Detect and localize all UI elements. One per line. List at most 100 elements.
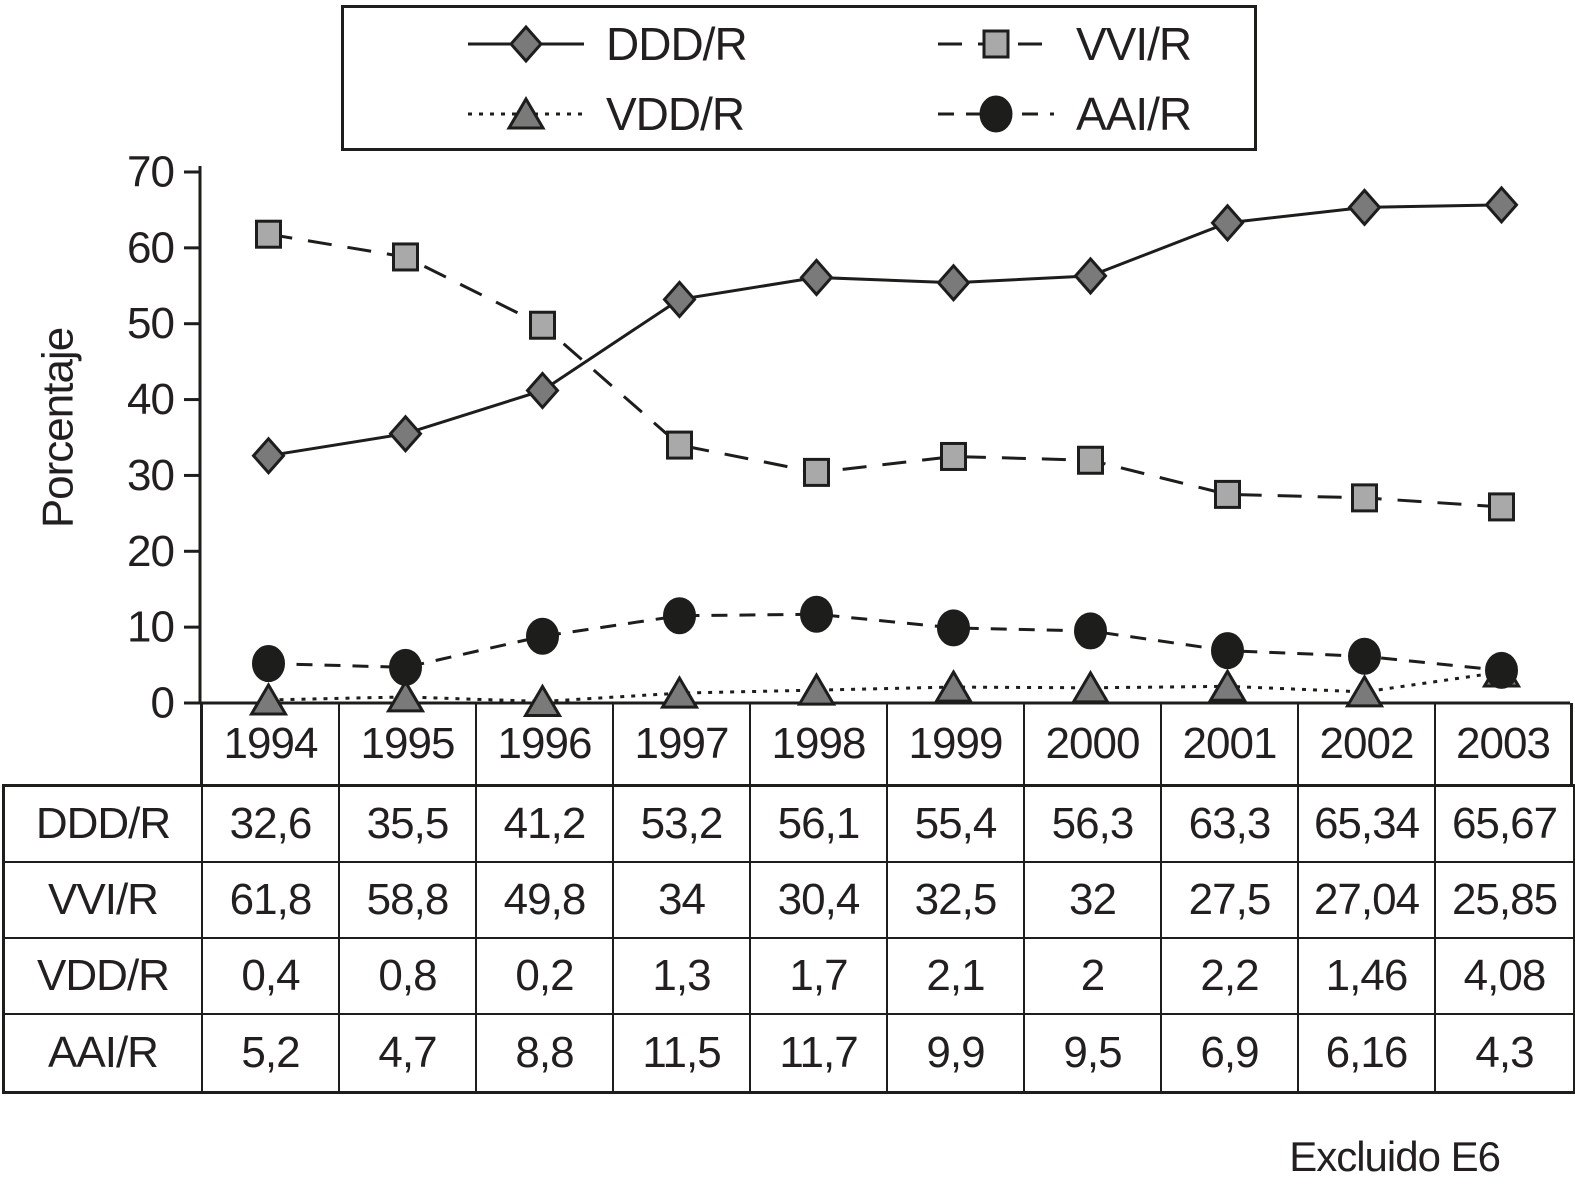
year-header-cell-1999: 1999 — [888, 703, 1025, 784]
marker-aai-r — [800, 595, 833, 633]
marker-ddd-r — [1073, 256, 1108, 296]
marker-vvi-r — [940, 441, 967, 471]
marker-aai-r — [252, 645, 285, 683]
y-tick-label: 10 — [127, 603, 174, 652]
marker-vvi-r — [1351, 483, 1378, 513]
legend-marker-ddd-r — [508, 24, 544, 64]
table-cell-vdd-r-2002: 1,46 — [1299, 939, 1436, 1015]
table-cell-vdd-r-1997: 1,3 — [614, 939, 751, 1015]
marker-vvi-r — [1077, 445, 1104, 475]
table-cell-aai-r-2003: 4,3 — [1475, 1028, 1534, 1077]
year-header-cell-1994: 1994 — [203, 703, 340, 784]
table-cell-vvi-r-2002: 27,04 — [1299, 863, 1436, 939]
data-table: DDD/R 32,6 35,5 41,2 53,2 56,1 55,4 56,3 63,3 65,… — [2, 784, 1575, 1094]
marker-ddd-r — [525, 371, 560, 410]
marker-ddd-r — [799, 258, 834, 297]
table-cell-aai-r-2001: 6,9 — [1162, 1015, 1299, 1091]
marker-vdd-r — [1207, 668, 1248, 702]
row-label-ddd-r: DDD/R — [5, 787, 203, 863]
legend-marker-vvi-r — [982, 29, 1010, 59]
table-cell-vvi-r-1995: 58,8 — [340, 863, 477, 939]
table-cell-vdd-r-1996: 0,2 — [477, 939, 614, 1015]
y-tick-label: 20 — [127, 527, 174, 576]
table-cell-aai-r-1995: 4,7 — [340, 1015, 477, 1091]
y-axis-title: Porcentaje — [34, 328, 83, 528]
chart-legend: DDD/R VVI/R VDD/R AAI/R — [341, 5, 1257, 151]
table-cell-ddd-r-1998: 56,1 — [751, 787, 888, 863]
marker-aai-r — [526, 617, 559, 655]
marker-vvi-r — [1214, 479, 1241, 509]
marker-ddd-r — [1210, 203, 1245, 243]
year-header-cell-2002: 2002 — [1299, 703, 1436, 784]
table-cell-vdd-r-2003: 4,08 — [1436, 939, 1573, 1015]
marker-vvi-r — [255, 219, 282, 249]
table-cell-vvi-r-2001: 27,5 — [1162, 863, 1299, 939]
table-cell-aai-r-1996: 8,8 — [477, 1015, 614, 1091]
table-cell-vvi-r-1997: 34 — [614, 863, 751, 939]
table-cell-vdd-r-1995: 0,8 — [340, 939, 477, 1015]
legend-item-vvi-r: VVI/R — [936, 18, 1192, 70]
table-cell-ddd-r-2001: 63,3 — [1162, 787, 1299, 863]
table-cell-aai-r-2002: 6,16 — [1299, 1015, 1436, 1091]
table-cell-aai-r-1998: 11,7 — [751, 1015, 888, 1091]
year-header-cell-2003: 2003 — [1436, 703, 1573, 784]
marker-ddd-r — [662, 280, 697, 319]
table-cell-ddd-r-1997: 53,2 — [614, 787, 751, 863]
legend-item-ddd-r: DDD/R — [466, 18, 748, 70]
vvi-r-marker-icon — [938, 29, 1054, 59]
marker-vdd-r — [1344, 673, 1385, 708]
table-cell-vvi-r-1996: 49,8 — [477, 863, 614, 939]
table-cell-vvi-r-1998: 30,4 — [751, 863, 888, 939]
year-header-cell-1997: 1997 — [614, 703, 751, 784]
legend-label-aai-r: AAI/R — [1076, 88, 1192, 140]
marker-aai-r — [1485, 651, 1518, 689]
y-tick-label: 60 — [127, 223, 174, 272]
marker-aai-r — [937, 609, 970, 647]
legend-item-vdd-r: VDD/R — [466, 88, 745, 140]
table-cell-ddd-r-1995: 35,5 — [340, 787, 477, 863]
ddd-r-marker-icon — [468, 24, 584, 64]
marker-ddd-r — [251, 436, 286, 475]
table-cell-ddd-r-2000: 56,3 — [1025, 787, 1162, 863]
table-cell-vvi-r-1994: 61,8 — [203, 863, 340, 939]
year-header-cell-2001: 2001 — [1162, 703, 1299, 784]
marker-aai-r — [1348, 637, 1381, 675]
marker-vvi-r — [666, 430, 693, 460]
marker-vvi-r — [1488, 492, 1515, 522]
table-cell-aai-r-1997: 11,5 — [614, 1015, 751, 1091]
y-tick-label: 30 — [127, 451, 174, 500]
table-cell-aai-r-2000: 9,5 — [1025, 1015, 1162, 1091]
series-line-ddd-r — [268, 203, 1502, 458]
year-header-cell-1998: 1998 — [751, 703, 888, 784]
table-cell-vdd-r-2001: 2,2 — [1162, 939, 1299, 1015]
y-tick-label: 40 — [127, 375, 174, 424]
x-axis-year-header-row: 1994 1995 1996 1997 1998 1999 2000 2001 2002 2003 — [200, 703, 1573, 784]
y-tick-label: 0 — [151, 679, 174, 728]
marker-vvi-r — [529, 310, 556, 340]
legend-marker-aai-r — [979, 95, 1013, 133]
marker-vvi-r — [392, 242, 419, 272]
year-header-cell-1995: 1995 — [340, 703, 477, 784]
table-cell-ddd-r-1996: 41,2 — [477, 787, 614, 863]
legend-item-aai-r: AAI/R — [936, 88, 1192, 140]
table-cell-aai-r-1999: 9,9 — [888, 1015, 1025, 1091]
y-tick-label: 70 — [127, 148, 174, 197]
table-cell-vdd-r-1998: 1,7 — [751, 939, 888, 1015]
footnote: Excluido E6 — [1289, 1133, 1501, 1180]
marker-vdd-r — [933, 669, 974, 703]
series-line-aai-r — [268, 612, 1502, 672]
marker-aai-r — [389, 648, 422, 686]
table-cell-ddd-r-1999: 55,4 — [888, 787, 1025, 863]
marker-ddd-r — [1347, 188, 1382, 227]
table-cell-vvi-r-2003: 25,85 — [1436, 863, 1573, 939]
marker-aai-r — [663, 597, 696, 635]
legend-label-ddd-r: DDD/R — [606, 18, 748, 70]
legend-label-vdd-r: VDD/R — [606, 88, 745, 140]
series-line-vdd-r — [268, 670, 1502, 703]
y-tick-label: 50 — [127, 299, 174, 348]
table-cell-vvi-r-2000: 32 — [1025, 863, 1162, 939]
legend-label-vvi-r: VVI/R — [1076, 18, 1192, 70]
table-cell-vdd-r-1994: 0,4 — [203, 939, 340, 1015]
vdd-r-marker-icon — [468, 96, 584, 130]
